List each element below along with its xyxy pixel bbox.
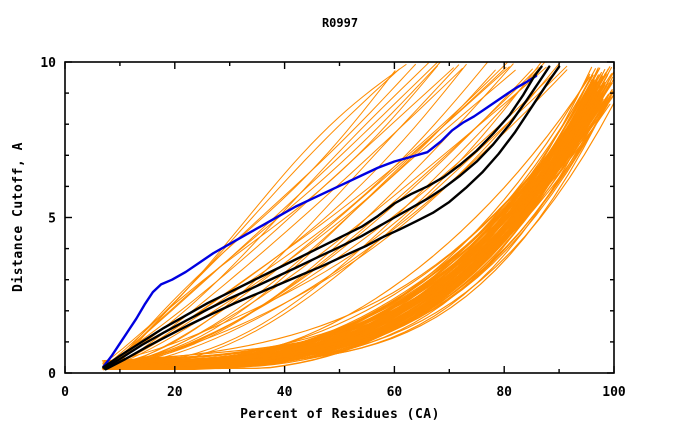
ensemble-curve <box>112 70 396 367</box>
x-tick-label: 40 <box>277 385 293 400</box>
y-tick-label: 10 <box>40 56 56 71</box>
x-tick-label: 20 <box>167 385 183 400</box>
series-reference-black-1 <box>102 65 543 369</box>
series-reference-black-2 <box>103 65 551 370</box>
ensemble-curve <box>105 100 593 369</box>
series-reference-black-3 <box>104 65 561 371</box>
y-axis-label: Distance Cutoff, A <box>11 142 26 292</box>
ensemble-curves <box>101 62 614 371</box>
ensemble-curve <box>108 62 542 362</box>
ensemble-curve <box>105 75 603 367</box>
chart-title: R0997 <box>322 16 358 30</box>
series-highlight-blue <box>102 74 538 368</box>
ensemble-curve <box>111 68 533 367</box>
ensemble-curve <box>109 66 539 365</box>
y-tick-label: 0 <box>48 367 56 382</box>
axis-tick-labels: 0 20 40 60 80 100 0 5 10 <box>40 56 626 400</box>
ensemble-curve <box>107 87 591 364</box>
ensemble-curve <box>104 69 516 369</box>
ensemble-curve <box>106 66 507 362</box>
ensemble-curve <box>113 64 407 368</box>
ensemble-curve <box>107 94 600 365</box>
ensemble-curve <box>106 65 568 366</box>
x-tick-label: 60 <box>387 385 403 400</box>
x-axis-label: Percent of Residues (CA) <box>240 407 440 422</box>
x-tick-label: 0 <box>61 385 69 400</box>
ensemble-curve <box>106 62 546 362</box>
ensemble-curve <box>103 62 442 371</box>
x-tick-label: 100 <box>602 385 626 400</box>
x-tick-label: 80 <box>496 385 512 400</box>
plot-frame <box>64 61 615 374</box>
ensemble-curve <box>105 69 496 368</box>
ensemble-curve <box>102 67 454 367</box>
reference-curves <box>102 65 561 371</box>
ensemble-curve <box>106 68 400 365</box>
y-tick-label: 5 <box>48 212 56 227</box>
